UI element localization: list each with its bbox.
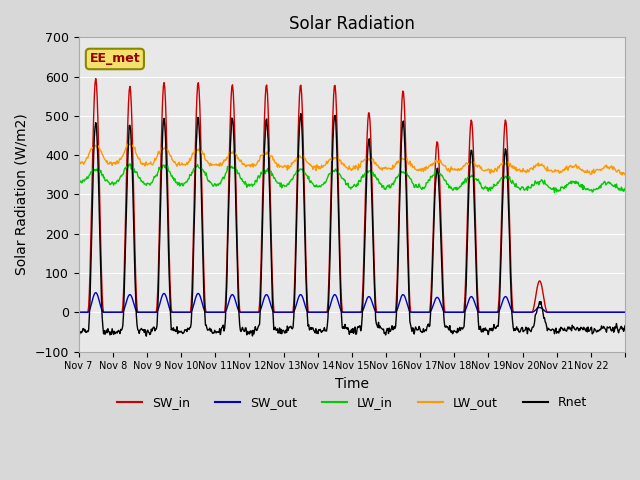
Rnet	[440, 317, 448, 323]
LW_in	[409, 180, 417, 186]
SW_out	[409, 310, 417, 315]
SW_in	[409, 310, 417, 315]
SW_out	[288, 310, 296, 315]
Rnet	[143, 333, 150, 339]
SW_in	[440, 291, 447, 297]
LW_in	[240, 180, 248, 185]
LW_out	[621, 172, 629, 178]
SW_out	[140, 310, 147, 315]
Line: LW_out: LW_out	[79, 144, 625, 175]
Rnet	[288, 325, 296, 331]
LW_out	[75, 161, 83, 167]
LW_in	[267, 168, 275, 174]
SW_in	[75, 310, 83, 315]
SW_in	[240, 310, 248, 315]
LW_out	[618, 172, 626, 178]
SW_out	[440, 308, 447, 313]
SW_in	[288, 310, 296, 315]
LW_in	[288, 176, 296, 182]
SW_in	[267, 222, 275, 228]
Rnet	[410, 326, 417, 332]
LW_in	[550, 190, 558, 195]
LW_in	[140, 179, 147, 185]
SW_out	[621, 310, 629, 315]
Y-axis label: Solar Radiation (W/m2): Solar Radiation (W/m2)	[15, 114, 29, 276]
LW_out	[288, 160, 296, 166]
Title: Solar Radiation: Solar Radiation	[289, 15, 415, 33]
Rnet	[267, 244, 275, 250]
SW_out	[240, 310, 248, 315]
LW_out	[140, 160, 147, 166]
LW_out	[440, 162, 447, 168]
SW_in	[140, 310, 147, 315]
Line: SW_out: SW_out	[79, 293, 625, 312]
SW_out	[75, 310, 83, 315]
Rnet	[139, 327, 147, 333]
Line: Rnet: Rnet	[79, 114, 625, 336]
SW_in	[621, 310, 629, 315]
LW_out	[240, 161, 248, 167]
LW_in	[75, 179, 83, 185]
SW_in	[92, 76, 100, 82]
SW_out	[92, 290, 100, 296]
LW_in	[621, 186, 629, 192]
LW_out	[267, 153, 275, 159]
SW_out	[267, 302, 275, 308]
LW_out	[409, 165, 417, 170]
LW_in	[125, 161, 133, 167]
Rnet	[240, 328, 248, 334]
Legend: SW_in, SW_out, LW_in, LW_out, Rnet: SW_in, SW_out, LW_in, LW_out, Rnet	[112, 391, 592, 414]
Rnet	[75, 327, 83, 333]
Rnet	[621, 323, 629, 329]
Text: EE_met: EE_met	[90, 52, 140, 65]
LW_in	[440, 175, 447, 181]
Line: SW_in: SW_in	[79, 79, 625, 312]
X-axis label: Time: Time	[335, 377, 369, 391]
LW_out	[125, 141, 132, 146]
Line: LW_in: LW_in	[79, 164, 625, 192]
Rnet	[297, 111, 305, 117]
